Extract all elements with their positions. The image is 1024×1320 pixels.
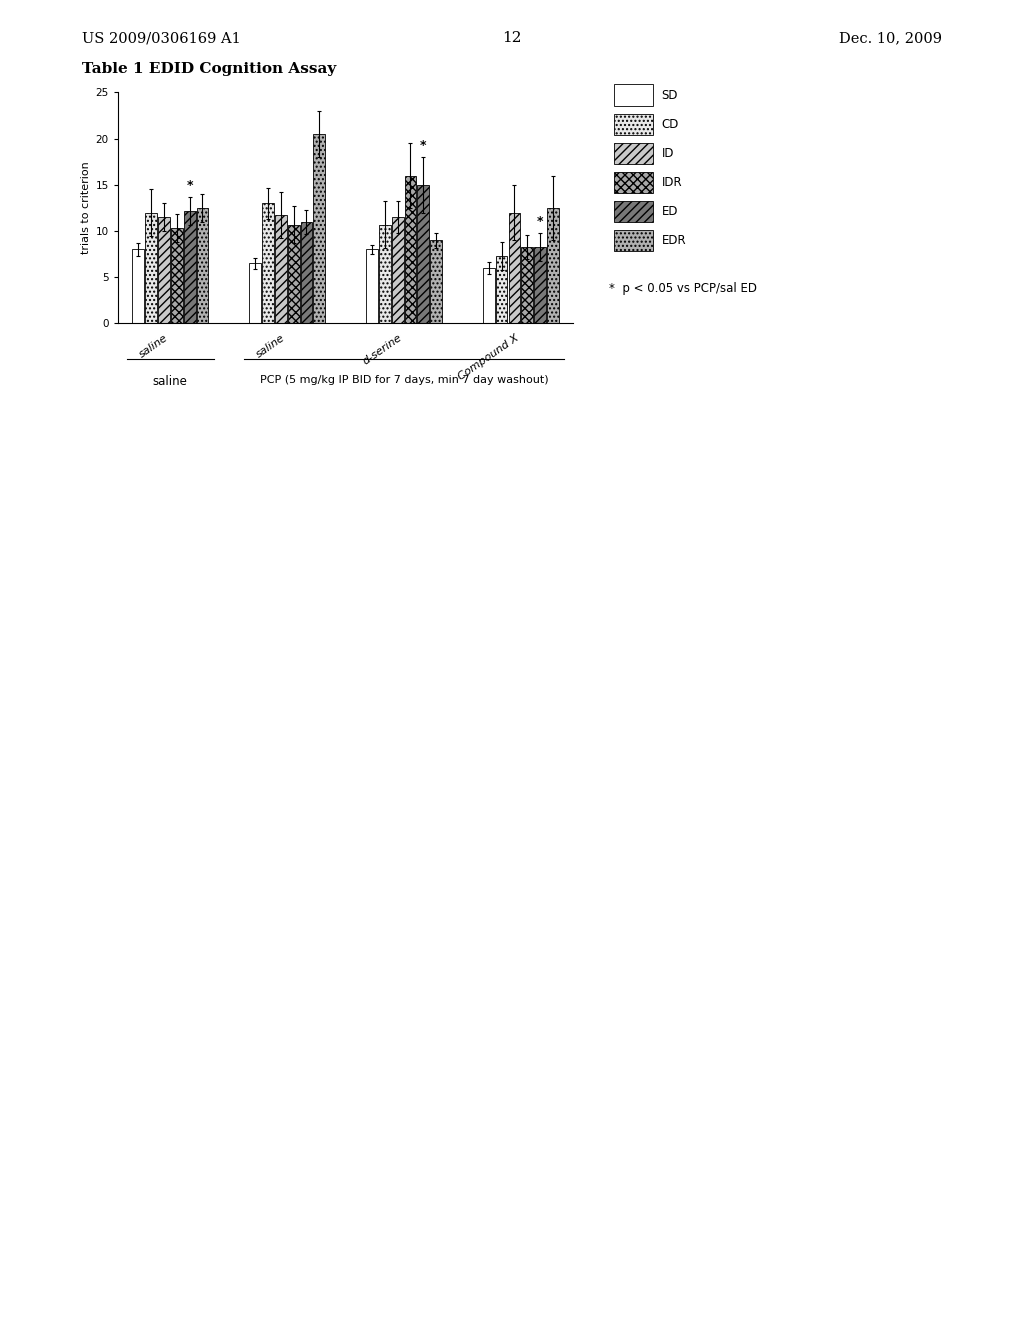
Text: Table 1 EDID Cognition Assay: Table 1 EDID Cognition Assay [82, 62, 336, 75]
Bar [183, 211, 196, 323]
Bar [366, 249, 378, 323]
Bar [132, 249, 144, 323]
Text: ID: ID [662, 147, 674, 160]
Bar [158, 218, 170, 323]
Text: ED: ED [662, 205, 678, 218]
Bar [535, 247, 546, 323]
Text: PCP (5 mg/kg IP BID for 7 days, min 7 day washout): PCP (5 mg/kg IP BID for 7 days, min 7 da… [260, 375, 548, 385]
Text: SD: SD [662, 88, 678, 102]
Bar [418, 185, 429, 323]
Bar [392, 218, 403, 323]
Bar [521, 247, 534, 323]
Bar [313, 135, 326, 323]
Text: Dec. 10, 2009: Dec. 10, 2009 [839, 32, 942, 45]
Text: *: * [186, 180, 193, 193]
Text: US 2009/0306169 A1: US 2009/0306169 A1 [82, 32, 241, 45]
Bar [301, 222, 312, 323]
Text: IDR: IDR [662, 176, 682, 189]
Bar [171, 228, 182, 323]
Text: *  p < 0.05 vs PCP/sal ED: * p < 0.05 vs PCP/sal ED [609, 282, 758, 296]
Text: *: * [420, 140, 427, 153]
Bar [197, 209, 208, 323]
Y-axis label: trials to criterion: trials to criterion [81, 161, 91, 255]
Bar [262, 203, 273, 323]
Text: 12: 12 [502, 32, 522, 45]
Text: EDR: EDR [662, 234, 686, 247]
Bar [496, 256, 508, 323]
Text: saline: saline [153, 375, 187, 388]
Bar [483, 268, 495, 323]
Bar [509, 213, 520, 323]
Bar [249, 263, 261, 323]
Bar [274, 215, 287, 323]
Bar [145, 213, 157, 323]
Bar [404, 176, 417, 323]
Bar [288, 224, 299, 323]
Bar [379, 224, 390, 323]
Text: *: * [537, 215, 544, 228]
Bar [430, 240, 442, 323]
Text: CD: CD [662, 117, 679, 131]
Bar [547, 209, 559, 323]
